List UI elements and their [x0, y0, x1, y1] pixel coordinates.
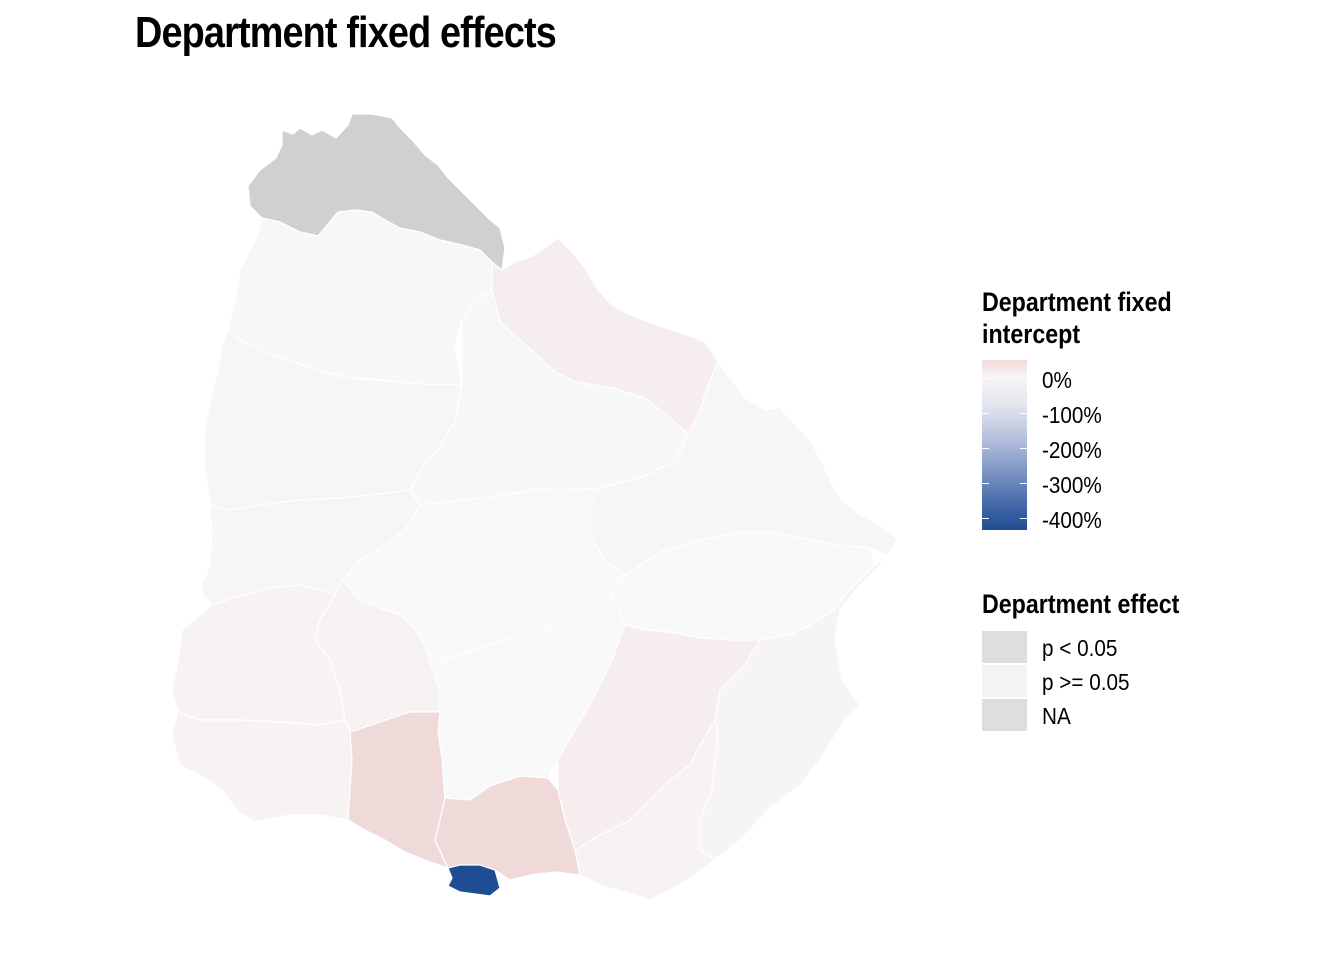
legend-tick-left: [982, 413, 989, 414]
legend-color-gradient: [982, 360, 1027, 530]
department-maldonado: [574, 719, 719, 901]
legend-tick-right: [1020, 483, 1027, 484]
legend-tick-left: [982, 448, 989, 449]
legend-swatch-significant: [982, 631, 1027, 663]
legend-significance-label: p >= 0.05: [1042, 669, 1130, 695]
legend-significance-label: p < 0.05: [1042, 635, 1118, 661]
legend-tick-right: [1020, 518, 1027, 519]
legend-significance-title: Department effect: [982, 589, 1180, 619]
legend-tick-right: [1020, 413, 1027, 414]
legend-gradient-label: -100%: [1042, 402, 1102, 428]
legend-gradient-title-line1: Department fixed: [982, 287, 1172, 317]
department-san-jose: [347, 711, 449, 869]
map-title: Department fixed effects: [135, 8, 557, 57]
department-colonia: [171, 711, 353, 823]
legend-gradient-title-line2: intercept: [982, 319, 1081, 349]
department-soriano: [171, 584, 346, 726]
legend-tick-left: [982, 483, 989, 484]
legend-swatch-na: [982, 699, 1027, 731]
legend-significance-label: NA: [1042, 703, 1071, 729]
legend-gradient-label: -300%: [1042, 472, 1102, 498]
legend-tick-right: [1020, 378, 1027, 379]
legend-gradient-label: -200%: [1042, 437, 1102, 463]
legend-gradient-label: -400%: [1042, 507, 1102, 533]
legend-tick-left: [982, 518, 989, 519]
legend-swatch-not-significant: [982, 665, 1027, 697]
legend-tick-right: [1020, 448, 1027, 449]
legend-tick-left: [982, 378, 989, 379]
legend-gradient-label: 0%: [1042, 367, 1072, 393]
department-montevideo: [447, 864, 501, 897]
